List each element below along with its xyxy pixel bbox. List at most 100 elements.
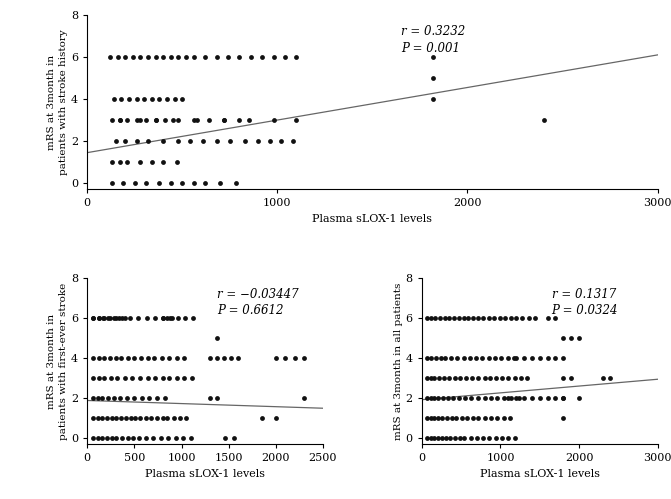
Point	[550, 394, 561, 402]
Point	[102, 414, 113, 422]
Point	[146, 95, 157, 103]
Point	[450, 434, 460, 442]
Point	[158, 158, 168, 166]
Point	[497, 434, 507, 442]
Point	[440, 354, 451, 362]
Point	[187, 314, 198, 322]
Point	[111, 414, 122, 422]
Point	[450, 374, 460, 382]
Point	[511, 314, 521, 322]
Point	[460, 394, 470, 402]
Point	[107, 434, 117, 442]
Point	[159, 394, 170, 402]
Point	[114, 158, 125, 166]
Point	[257, 53, 268, 61]
Point	[224, 137, 235, 145]
Point	[492, 394, 503, 402]
Point	[558, 374, 569, 382]
Point	[135, 374, 146, 382]
Point	[527, 354, 537, 362]
Point	[522, 374, 533, 382]
Point	[479, 414, 490, 422]
Point	[162, 314, 172, 322]
Text: P = 0.0324: P = 0.0324	[552, 304, 618, 317]
Point	[454, 394, 464, 402]
Point	[479, 394, 490, 402]
Point	[133, 314, 144, 322]
Point	[270, 354, 281, 362]
Text: r = 0.1317: r = 0.1317	[552, 288, 616, 301]
Point	[150, 116, 161, 124]
Point	[499, 394, 510, 402]
Text: P = 0.001: P = 0.001	[401, 42, 460, 55]
Point	[509, 374, 520, 382]
Point	[148, 434, 158, 442]
Point	[173, 53, 184, 61]
Point	[162, 414, 172, 422]
Point	[503, 394, 514, 402]
Point	[433, 414, 444, 422]
Point	[130, 179, 140, 187]
Point	[270, 414, 281, 422]
Point	[429, 414, 440, 422]
Point	[119, 374, 130, 382]
Point	[425, 434, 436, 442]
Point	[460, 374, 471, 382]
Point	[92, 434, 103, 442]
Point	[429, 434, 440, 442]
Point	[426, 354, 437, 362]
X-axis label: Plasma sLOX-1 levels: Plasma sLOX-1 levels	[313, 214, 432, 224]
Point	[87, 394, 98, 402]
Point	[93, 314, 104, 322]
Point	[454, 314, 464, 322]
Point	[124, 314, 135, 322]
Point	[116, 354, 127, 362]
Point	[421, 434, 432, 442]
Point	[205, 394, 215, 402]
Point	[168, 414, 179, 422]
Point	[566, 374, 576, 382]
Point	[107, 158, 117, 166]
Point	[462, 414, 473, 422]
Point	[212, 354, 223, 362]
Point	[108, 394, 119, 402]
Point	[513, 394, 524, 402]
Point	[141, 116, 152, 124]
Point	[442, 414, 452, 422]
Point	[496, 354, 507, 362]
Point	[132, 116, 142, 124]
Point	[117, 434, 127, 442]
Point	[478, 314, 488, 322]
Point	[486, 414, 497, 422]
Point	[107, 414, 117, 422]
Point	[200, 53, 211, 61]
Point	[506, 394, 517, 402]
Point	[141, 179, 152, 187]
Point	[105, 354, 115, 362]
Point	[105, 374, 116, 382]
Point	[187, 374, 197, 382]
Point	[122, 354, 133, 362]
Point	[463, 314, 474, 322]
Point	[468, 414, 478, 422]
Point	[287, 137, 298, 145]
Point	[93, 374, 104, 382]
Point	[425, 414, 436, 422]
Point	[140, 414, 151, 422]
Point	[234, 53, 245, 61]
Point	[127, 374, 138, 382]
Point	[93, 354, 104, 362]
Point	[425, 394, 436, 402]
Point	[486, 394, 497, 402]
Point	[142, 354, 153, 362]
Point	[164, 354, 174, 362]
Point	[157, 414, 168, 422]
Point	[491, 374, 501, 382]
Point	[509, 354, 519, 362]
Point	[112, 53, 123, 61]
Point	[134, 434, 144, 442]
Point	[451, 414, 462, 422]
Point	[519, 354, 529, 362]
Point	[173, 137, 184, 145]
Point	[517, 314, 528, 322]
